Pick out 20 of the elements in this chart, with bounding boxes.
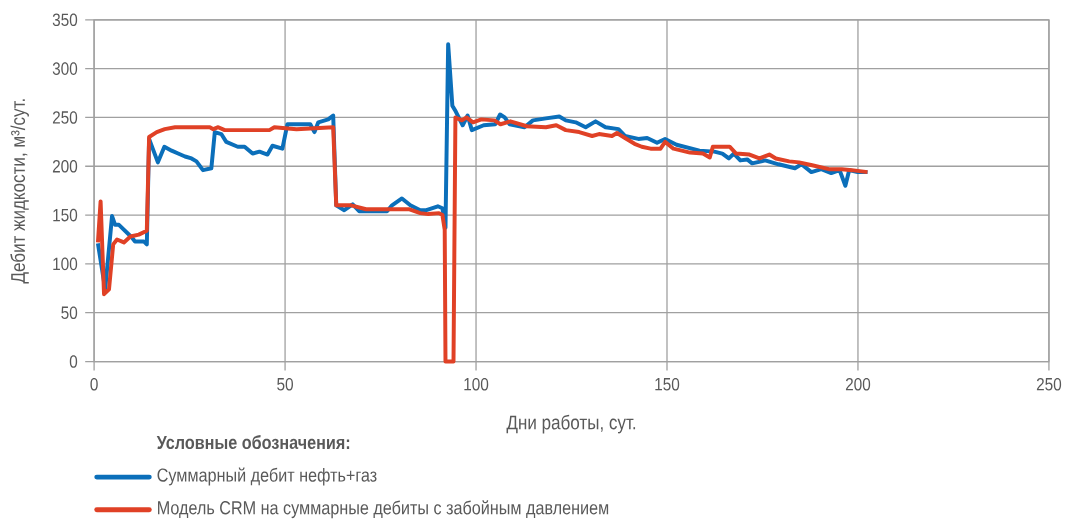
x-tick-label: 50 — [277, 377, 293, 391]
legend-label: Суммарный дебит нефть+газ — [157, 467, 377, 486]
x-tick-label: 100 — [464, 377, 489, 391]
legend-title: Условные обозначения: — [156, 434, 350, 449]
y-tick-label: 200 — [52, 159, 78, 173]
y-tick-label: 50 — [61, 306, 78, 319]
x-tick-label: 250 — [1036, 377, 1062, 391]
y-tick-label: 0 — [69, 355, 78, 368]
line-series — [95, 115, 870, 364]
x-axis-title: Дни работы, сут. — [506, 414, 636, 434]
x-tick-label: 200 — [845, 377, 871, 391]
y-tick-label: 100 — [53, 257, 78, 271]
x-tick-label: 150 — [655, 377, 680, 391]
y-tick-label: 350 — [52, 13, 78, 27]
y-tick-label: 150 — [53, 208, 78, 222]
y-tick-label: 300 — [52, 62, 78, 75]
y-axis-title: Дебит жидкости, м³/сут. — [10, 99, 29, 284]
y-tick-label: 250 — [52, 111, 78, 124]
x-tick-label: 0 — [90, 377, 98, 391]
legend-label: Модель CRM на суммарные дебиты с забойным давлением — [158, 500, 609, 519]
